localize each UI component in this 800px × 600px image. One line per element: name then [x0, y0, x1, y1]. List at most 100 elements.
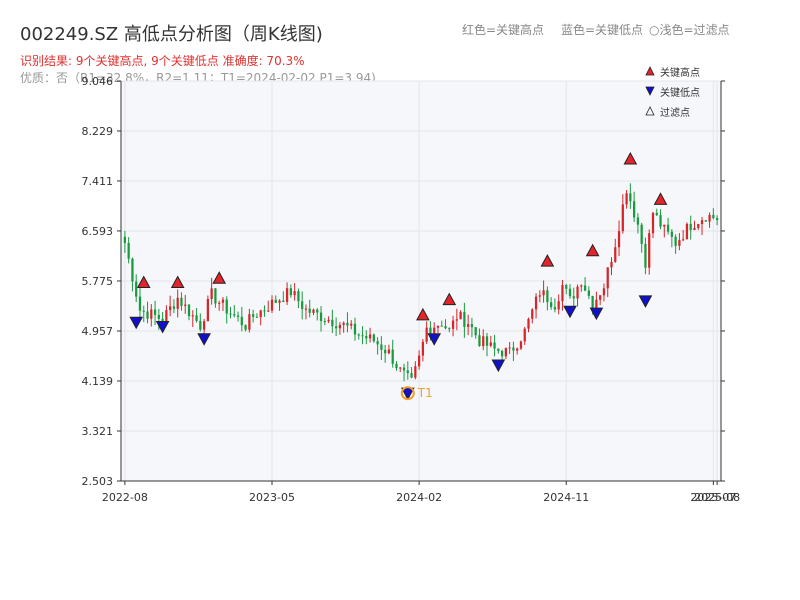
candle-body [331, 319, 334, 327]
y-tick-label: 2.503 [82, 475, 114, 488]
candle-body [293, 291, 296, 296]
high-point-marker [170, 275, 185, 288]
candle-body [421, 341, 425, 356]
candle-body [127, 242, 130, 259]
low-point-marker [491, 359, 506, 373]
high-point-marker [623, 151, 638, 165]
candle-body [316, 309, 319, 313]
y-tick-label: 4.139 [82, 375, 114, 388]
candle-body [157, 314, 160, 319]
candle-body [346, 322, 349, 326]
candle-body [425, 327, 428, 342]
candle-body [527, 318, 530, 329]
candle-body [150, 309, 153, 319]
candle-body [485, 336, 489, 346]
candle-body [357, 334, 360, 336]
candle-body [470, 324, 474, 328]
candle-body [512, 347, 515, 351]
candle-body [459, 312, 462, 320]
candle-body [648, 233, 651, 268]
candle-body [674, 236, 677, 246]
candle-body [417, 355, 421, 367]
candle-body [402, 367, 406, 371]
candle-body [621, 204, 624, 232]
candle-body [538, 295, 541, 297]
candle-body [700, 220, 704, 225]
x-tick-label: 2024-02 [396, 491, 442, 504]
candle-body [142, 310, 145, 312]
candle-body [187, 304, 191, 317]
y-tick-label: 5.775 [82, 275, 114, 288]
candle-body [715, 218, 719, 220]
low-point-marker [563, 305, 577, 319]
candle-body [493, 342, 496, 349]
candle-body [387, 349, 391, 354]
candle-body [384, 349, 387, 354]
candle-body [516, 348, 519, 351]
candle-body [632, 201, 636, 218]
candle-body [169, 306, 172, 311]
candle-body [368, 334, 372, 339]
y-tick-label: 9.046 [82, 75, 114, 88]
candle-body [199, 320, 202, 330]
candle-body [704, 220, 707, 222]
candle-body [146, 311, 149, 319]
candle-body [267, 310, 270, 312]
candle-body [557, 301, 560, 310]
candle-body [542, 290, 545, 296]
candle-body [308, 308, 311, 313]
candle-body [504, 348, 508, 357]
legend-item-label: 关键高点 [660, 66, 700, 79]
candle-body [663, 224, 666, 227]
low-point-marker [129, 316, 144, 330]
candle-body [682, 239, 685, 241]
low-point-marker [155, 321, 170, 334]
candle-body [655, 212, 658, 216]
candle-body [395, 363, 398, 369]
candle-body [282, 300, 285, 302]
legend-filtered-marker [645, 106, 655, 116]
high-point-marker [585, 243, 600, 257]
candle-body [202, 321, 206, 330]
candle-body [172, 306, 176, 309]
candle-body [236, 315, 240, 317]
candle-body [606, 267, 609, 289]
legend-high-marker [645, 66, 655, 76]
candle-body [153, 309, 157, 315]
low-point-marker [638, 295, 653, 308]
high-point-marker [416, 307, 430, 321]
candle-body [508, 347, 511, 349]
x-tick-label: 2025-08 [694, 491, 740, 504]
high-point-marker [442, 292, 457, 306]
chart-title: 002249.SZ 高低点分析图（周K线图) [20, 24, 323, 45]
candle-body [519, 341, 523, 349]
candle-body [391, 349, 394, 364]
candle-body [195, 315, 198, 321]
candle-body [599, 295, 602, 300]
candle-body [229, 313, 232, 315]
candle-body [289, 288, 292, 296]
candle-body [210, 288, 213, 300]
candle-body [361, 335, 364, 337]
legend-light-text: ○浅色=过滤点 [649, 23, 730, 37]
t1-label: T1 [417, 386, 433, 400]
candle-body [440, 325, 443, 327]
candle-body [478, 335, 481, 347]
candle-body [489, 342, 492, 346]
candle-body [595, 299, 598, 310]
candle-body [278, 300, 281, 303]
x-tick-label: 2022-08 [102, 491, 148, 504]
candle-body [184, 304, 187, 306]
candle-body [550, 302, 553, 308]
candle-body [602, 288, 606, 296]
candle-body [252, 314, 255, 317]
candle-body [191, 315, 194, 317]
candle-body [365, 336, 368, 339]
x-tick-label: 2025-07 [690, 491, 736, 504]
candle-body [614, 247, 617, 262]
candle-body [523, 328, 526, 342]
candle-body [270, 299, 274, 311]
candle-body [636, 217, 640, 225]
candle-body [678, 240, 681, 246]
